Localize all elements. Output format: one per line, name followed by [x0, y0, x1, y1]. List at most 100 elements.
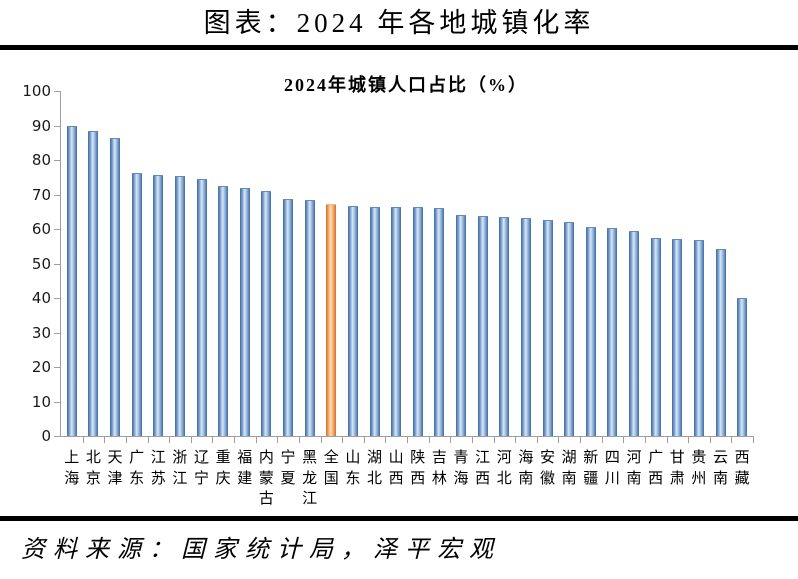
y-axis-label: 100 [22, 82, 51, 100]
x-axis-label-char: 北 [496, 470, 512, 487]
bar [66, 125, 77, 436]
x-axis-label: 浙江 [169, 448, 191, 489]
x-axis-label-char: 津 [107, 470, 123, 487]
y-axis-tick [54, 263, 61, 265]
x-axis-label-char: 川 [604, 470, 620, 487]
y-axis-tick [54, 401, 61, 403]
x-axis-label-char: 重 [215, 450, 231, 466]
x-axis-tick [298, 436, 300, 443]
bar [304, 200, 315, 436]
x-axis-label-char: 庆 [215, 470, 231, 487]
x-axis-label: 上海 [61, 448, 83, 489]
bar [607, 228, 618, 436]
bar [629, 231, 640, 436]
bar [283, 199, 294, 436]
x-axis-label-char: 龙 [302, 470, 318, 487]
x-axis-label-char: 国 [323, 470, 339, 487]
y-axis-label: 10 [31, 392, 51, 411]
x-axis-label: 西藏 [731, 448, 753, 489]
bar [564, 222, 575, 436]
bar [369, 206, 380, 436]
bar [218, 186, 229, 436]
y-axis-label: 90 [31, 116, 51, 135]
x-axis-label-char: 江 [150, 450, 166, 466]
x-axis-label-char: 宁 [194, 470, 210, 487]
y-axis-tick [54, 367, 61, 368]
x-axis-tick [342, 436, 344, 443]
x-axis-label: 青海 [450, 448, 472, 489]
chart-title: 2024年城镇人口占比（%） [284, 75, 528, 95]
x-axis-label-char: 河 [496, 450, 512, 466]
x-axis-label: 湖北 [364, 448, 386, 489]
y-axis-label: 20 [31, 358, 51, 376]
y-axis-tick [54, 125, 61, 127]
x-axis-tick [580, 436, 581, 443]
bar [585, 227, 596, 436]
x-axis-label-char: 京 [85, 470, 101, 487]
bar [672, 239, 683, 436]
x-axis-label: 海南 [515, 448, 537, 489]
x-axis-label-char: 南 [626, 470, 642, 487]
x-axis-tick [731, 436, 733, 443]
x-axis-label-char: 广 [129, 450, 145, 466]
x-axis-label: 安徽 [537, 448, 559, 489]
x-axis-label-char: 山 [345, 450, 361, 466]
x-axis-label-char: 上 [64, 450, 80, 466]
x-axis-label-char: 贵 [691, 450, 707, 466]
x-axis-label: 天津 [104, 448, 126, 489]
x-axis-tick [363, 436, 365, 443]
bar [520, 218, 531, 436]
x-axis-label: 福建 [234, 448, 256, 489]
bar [499, 216, 510, 436]
x-axis-label-char: 黑 [302, 450, 318, 466]
bar [693, 240, 704, 436]
x-axis-label-char: 南 [518, 470, 534, 487]
x-axis-label: 贵州 [688, 448, 710, 489]
x-axis-label-char: 州 [691, 470, 707, 487]
x-axis-tick [190, 436, 192, 443]
x-axis-tick [515, 436, 517, 443]
x-axis-tick [147, 436, 149, 443]
x-axis-label-char: 江 [172, 470, 188, 487]
x-axis-tick [255, 436, 257, 443]
x-axis-label: 吉林 [429, 448, 451, 489]
bar [239, 187, 250, 436]
x-axis-label-char: 西 [410, 470, 426, 487]
bottom-divider-rule [0, 516, 798, 521]
top-divider-rule [0, 45, 798, 50]
x-axis-tick [82, 436, 84, 443]
x-axis-label-char: 夏 [280, 470, 296, 487]
x-axis-label: 河南 [623, 448, 645, 489]
y-axis-label: 0 [41, 427, 51, 445]
x-axis-label: 甘肃 [667, 448, 689, 489]
x-axis-label: 四川 [602, 448, 624, 489]
bar [715, 248, 726, 436]
x-axis-tick [169, 436, 171, 443]
bar [88, 131, 99, 436]
x-axis-label-char: 青 [453, 450, 469, 466]
bar-national-highlight [326, 203, 337, 436]
y-axis-tick [54, 298, 61, 299]
x-axis-label-char: 河 [626, 450, 642, 466]
x-axis-label: 江苏 [148, 448, 170, 489]
x-axis-label-char: 江 [302, 491, 318, 507]
x-axis-tick [688, 436, 690, 443]
x-axis-tick [753, 436, 754, 443]
x-axis-label-char: 建 [237, 470, 253, 487]
x-axis-tick [407, 436, 408, 443]
x-axis-tick [666, 436, 668, 443]
x-axis-label-char: 四 [604, 450, 620, 466]
x-axis-label-char: 新 [583, 450, 599, 466]
y-axis-label: 80 [31, 151, 51, 169]
x-axis-label: 宁夏 [277, 448, 299, 489]
bar [412, 207, 423, 436]
source-note: 资料来源：国家统计局，泽平宏观 [21, 537, 501, 563]
bar [391, 206, 402, 436]
x-axis-label-char: 安 [540, 450, 556, 466]
x-axis-label-char: 全 [323, 450, 339, 466]
x-axis-tick [125, 436, 127, 443]
x-axis-label-char: 林 [431, 470, 447, 487]
x-axis-label-char: 北 [367, 470, 383, 487]
x-axis-tick [709, 436, 711, 443]
x-axis-label: 辽宁 [191, 448, 213, 489]
